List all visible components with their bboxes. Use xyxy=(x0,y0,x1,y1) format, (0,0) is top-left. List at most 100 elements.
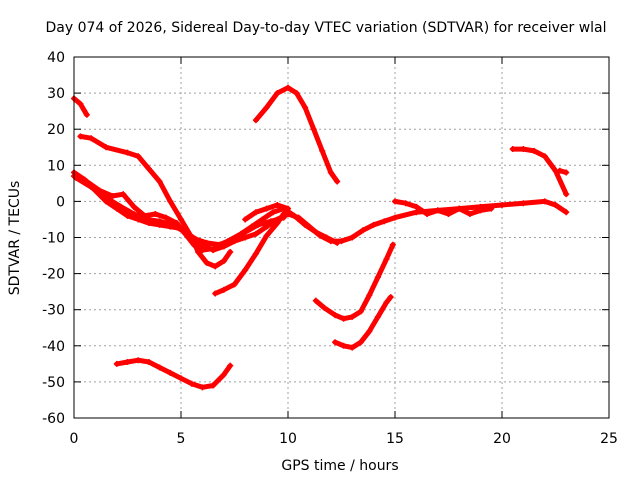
data-point xyxy=(349,313,356,320)
data-point xyxy=(227,362,234,369)
data-point xyxy=(374,274,381,281)
x-tick-label: 5 xyxy=(177,431,186,447)
data-point xyxy=(263,205,270,212)
data-point xyxy=(366,328,373,335)
data-point xyxy=(413,209,420,216)
series-line xyxy=(253,85,340,184)
data-point xyxy=(274,202,281,209)
data-point xyxy=(120,191,127,198)
data-point xyxy=(374,313,381,320)
data-point xyxy=(231,281,238,288)
data-point xyxy=(255,221,262,228)
data-point xyxy=(263,104,270,111)
y-tick-label: 30 xyxy=(47,86,65,102)
data-point xyxy=(563,191,570,198)
data-point xyxy=(563,169,570,176)
series-arc-13 xyxy=(392,198,495,218)
y-tick-label: -10 xyxy=(42,231,65,247)
data-point xyxy=(552,202,559,209)
data-point xyxy=(156,178,163,185)
data-point xyxy=(167,369,174,376)
data-point xyxy=(280,211,287,218)
data-point xyxy=(199,384,206,391)
data-point xyxy=(83,111,90,118)
series-arc-12 xyxy=(556,167,570,176)
data-point xyxy=(319,147,326,154)
series-arc-7 xyxy=(252,84,341,185)
y-tick-label: -40 xyxy=(42,339,65,355)
data-point xyxy=(349,234,356,241)
x-tick-label: 20 xyxy=(493,431,511,447)
data-point xyxy=(220,257,227,264)
data-point xyxy=(434,207,441,214)
data-point xyxy=(366,292,373,299)
data-point xyxy=(270,209,277,216)
data-point xyxy=(293,90,300,97)
data-point xyxy=(220,286,227,293)
data-point xyxy=(285,84,291,91)
data-point xyxy=(327,169,334,176)
data-point xyxy=(109,192,116,199)
data-point xyxy=(156,218,163,225)
data-point xyxy=(124,212,131,219)
series-arc-8 xyxy=(312,241,396,322)
chart-title: Day 074 of 2026, Sidereal Day-to-day VTE… xyxy=(45,20,606,36)
data-point xyxy=(488,205,495,212)
data-point xyxy=(229,236,236,243)
data-point xyxy=(383,299,390,306)
data-point xyxy=(340,315,347,322)
data-point xyxy=(520,146,527,153)
series-arc-9 xyxy=(332,294,394,351)
y-tick-label: 10 xyxy=(47,158,65,174)
data-point xyxy=(392,214,398,221)
data-point xyxy=(130,203,137,210)
data-point xyxy=(242,234,249,241)
y-tick-label: -50 xyxy=(42,375,65,391)
data-point xyxy=(556,167,563,174)
series-line xyxy=(313,242,396,322)
data-point xyxy=(124,359,131,366)
data-point xyxy=(302,221,309,228)
data-point xyxy=(252,117,259,124)
data-point xyxy=(188,380,195,387)
data-point xyxy=(263,232,270,239)
data-point xyxy=(203,239,210,246)
series-arc-6 xyxy=(212,211,287,297)
y-tick-label: -60 xyxy=(42,411,65,427)
series-arc-14 xyxy=(242,202,291,223)
data-point xyxy=(178,375,184,382)
data-point xyxy=(387,294,394,301)
data-point xyxy=(178,216,184,223)
data-point xyxy=(216,241,223,248)
data-point xyxy=(520,200,527,207)
x-tick-label: 0 xyxy=(70,431,79,447)
data-point xyxy=(370,221,377,228)
data-point xyxy=(252,230,259,237)
series-arc-5 xyxy=(73,174,287,248)
data-point xyxy=(291,212,298,219)
data-point xyxy=(113,360,120,367)
axis-ticks: 0 5 10 15 20 25 -60 -50 -40 -30 -20 -10 0 10 20 30 40 xyxy=(42,50,618,447)
data-point xyxy=(312,229,319,236)
data-point xyxy=(332,312,339,319)
data-point xyxy=(424,211,431,218)
data-point xyxy=(135,153,142,160)
y-tick-label: 40 xyxy=(47,50,65,66)
x-tick-label: 15 xyxy=(386,431,404,447)
data-point xyxy=(312,297,319,304)
series-line xyxy=(212,211,287,296)
data-point xyxy=(103,144,110,151)
data-point xyxy=(124,149,131,156)
series-arc-1 xyxy=(71,95,90,118)
data-point xyxy=(383,256,390,263)
y-axis-label: SDTVAR / TECUs xyxy=(7,181,23,296)
y-tick-label: 20 xyxy=(47,122,65,138)
data-point xyxy=(163,214,170,221)
data-point xyxy=(413,203,420,210)
data-point xyxy=(381,218,388,225)
data-point xyxy=(456,205,463,212)
data-point xyxy=(392,198,398,205)
data-point xyxy=(340,342,347,349)
data-point xyxy=(167,198,174,205)
